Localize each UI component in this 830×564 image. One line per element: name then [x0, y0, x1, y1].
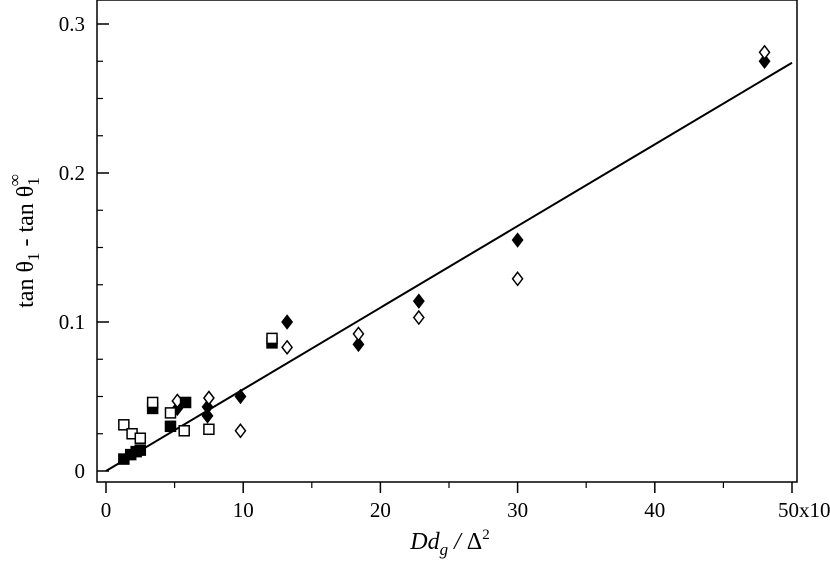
open-square-point — [164, 407, 177, 419]
filled-diamond-point — [412, 293, 425, 309]
open-square-point — [178, 425, 190, 437]
filled-diamond-point — [758, 53, 771, 69]
y-tick-label: 0.1 — [59, 310, 85, 334]
y-tick-label: 0.2 — [59, 161, 85, 185]
filled-square-point — [179, 396, 192, 409]
data-points — [118, 44, 771, 465]
open-diamond-point — [511, 271, 524, 287]
open-diamond-point — [352, 326, 365, 342]
axes: 0 0.1 0.2 0.3 0 10 20 30 40 50x10-3 — [59, 12, 830, 522]
x-tick-label: 50x10-3 — [778, 496, 830, 522]
filled-diamond-point — [281, 314, 294, 330]
filled-diamond-point — [234, 388, 247, 405]
open-diamond-point — [234, 423, 247, 439]
fit-line — [105, 61, 793, 472]
open-diamond-point — [758, 44, 771, 61]
x-tick-label: 0 — [101, 498, 112, 522]
x-tick-label: 10 — [233, 498, 254, 522]
open-square-point — [266, 332, 278, 345]
fit-line-group — [105, 61, 793, 472]
filled-diamond-point — [201, 408, 214, 424]
x-axis-title: Ddg / Δ2 — [409, 527, 489, 559]
open-square-point — [203, 423, 215, 436]
open-square-point — [118, 419, 130, 431]
x-tick-label: 30 — [507, 498, 528, 522]
x-tick-label: 20 — [370, 498, 391, 522]
filled-square-point — [134, 444, 147, 456]
open-square-point — [134, 432, 147, 444]
open-diamond-point — [202, 390, 215, 406]
x-tick-label: 40 — [644, 498, 665, 522]
y-axis-title: tan θ1 - tan θ1∞ — [5, 174, 43, 308]
y-tick-label: 0 — [75, 459, 86, 483]
y-tick-label: 0.3 — [59, 12, 85, 36]
plot-frame — [96, 0, 798, 483]
filled-square-point — [164, 420, 177, 433]
open-diamond-point — [281, 339, 294, 356]
filled-diamond-point — [511, 232, 524, 248]
filled-diamond-point — [352, 336, 365, 353]
open-diamond-point — [412, 309, 425, 326]
open-square-point — [146, 396, 159, 409]
